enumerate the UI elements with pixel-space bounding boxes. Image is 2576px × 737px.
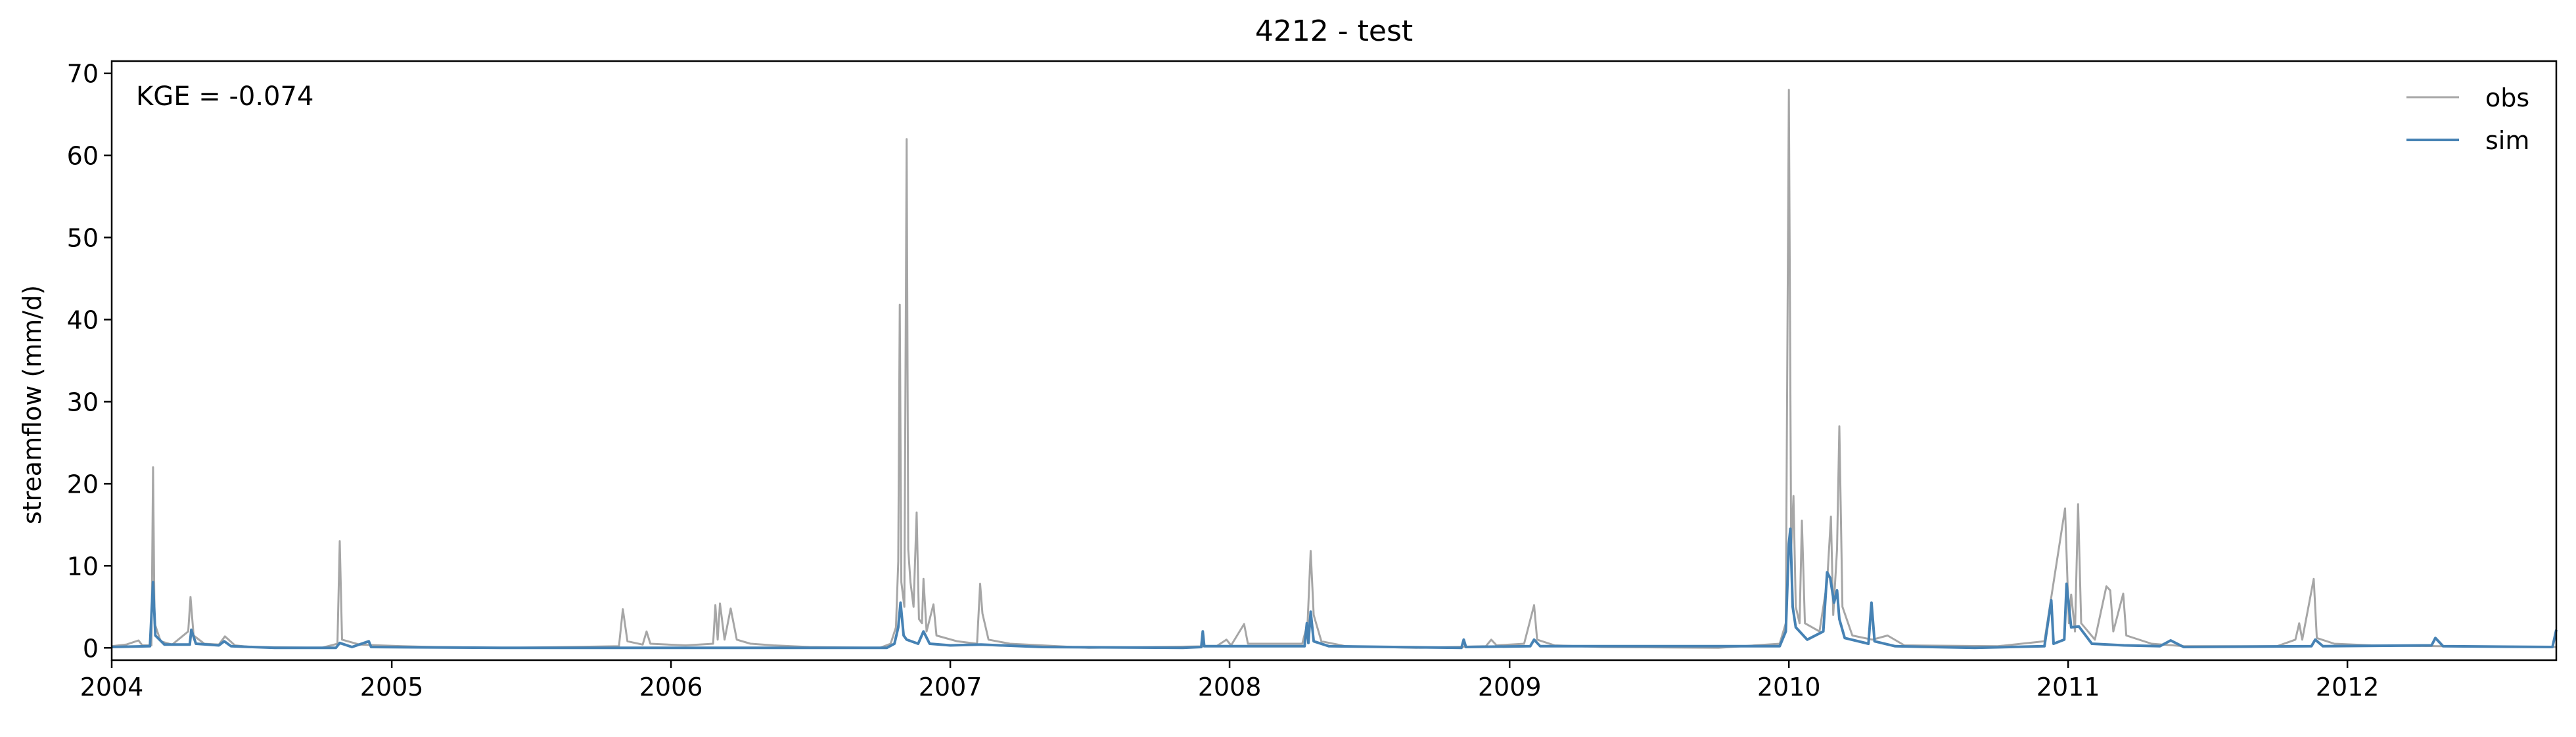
obs-legend-label: obs: [2485, 83, 2529, 112]
x-tick-label: 2011: [2036, 673, 2100, 702]
y-tick-label: 20: [67, 470, 99, 499]
x-tick-label: 2007: [919, 673, 982, 702]
legend: obs sim: [2406, 83, 2529, 155]
y-tick-label: 50: [67, 224, 99, 253]
x-tick-label: 2012: [2316, 673, 2380, 702]
x-tick-label: 2010: [1757, 673, 1821, 702]
y-tick-label: 40: [67, 306, 99, 335]
x-tick-label: 2008: [1198, 673, 1262, 702]
sim-legend-label: sim: [2485, 126, 2529, 155]
kge-annotation: KGE = -0.074: [136, 81, 313, 112]
x-tick-label: 2004: [80, 673, 144, 702]
x-tick-label: 2005: [360, 673, 424, 702]
sim-series: [111, 527, 2558, 650]
y-axis-ticks: 0 10 20 30 40 50 60 70: [67, 60, 112, 663]
y-tick-label: 0: [83, 634, 99, 663]
x-axis-ticks: 2004 2005 2006 2007 2008 2009 2010 2011 2012: [80, 660, 2380, 702]
chart-title: 4212 - test: [1255, 14, 1413, 48]
y-tick-label: 30: [67, 388, 99, 416]
y-axis-label: streamflow (mm/d): [18, 285, 47, 524]
y-tick-label: 60: [67, 142, 99, 171]
obs-line: [111, 89, 2557, 649]
obs-series: [111, 89, 2557, 649]
x-tick-label: 2009: [1478, 673, 1542, 702]
y-tick-label: 10: [67, 552, 99, 581]
x-tick-label: 2006: [639, 673, 703, 702]
y-tick-label: 70: [67, 60, 99, 89]
axes-frame: [110, 60, 2558, 661]
plot-area: [111, 89, 2558, 650]
sim-line: [111, 527, 2558, 650]
